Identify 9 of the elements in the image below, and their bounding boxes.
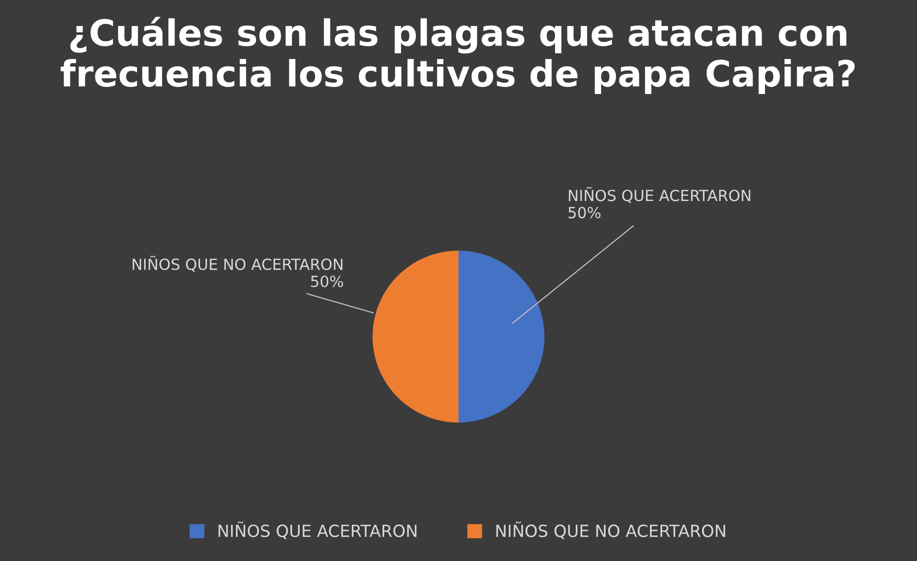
data-label: 50%	[311, 276, 344, 288]
pie-slice	[372, 250, 458, 423]
slice-label: NIÑOS QUE NO ACERTARON	[132, 256, 342, 272]
chart-title: ¿Cuáles son las plagas que atacan con frecuencia los cultivos de papa Capira?	[60, 16, 855, 94]
pie-slice	[458, 250, 544, 423]
slice-label: NIÑOS QUE ACERTARON	[568, 187, 750, 204]
legend-label: NIÑOS QUE ACERTARON	[218, 522, 416, 540]
legend-label: NIÑOS QUE NO ACERTARON	[496, 522, 726, 540]
data-label: 50%	[568, 206, 601, 218]
